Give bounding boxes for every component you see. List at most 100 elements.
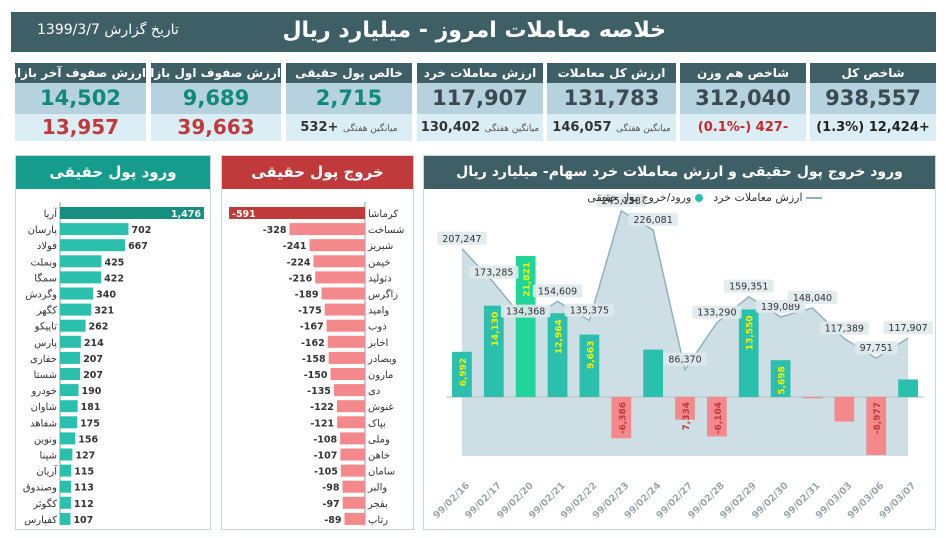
outflow-value-label: -591: [232, 209, 256, 220]
outflow-value-label: -216: [289, 273, 313, 284]
inflow-bar: [60, 464, 72, 477]
retail-value-label: 154,609: [538, 286, 577, 297]
inflow-bar: [60, 384, 79, 397]
kpi-equal-weight-index: شاخص هم وزن 312,040 -427 (-0.1%): [680, 63, 806, 141]
outflow-value-label: -162: [301, 338, 325, 349]
outflow-bar: [324, 303, 365, 316]
inflow-bar: [60, 239, 126, 252]
inflow-category-label: ونوین: [34, 434, 57, 445]
inflow-chart: آریا 1,476 پارسان 702 فولاد 667 وبملت 425 سمگا 42…: [23, 202, 204, 526]
inflow-value-label: 112: [74, 499, 94, 510]
net-flow-bar: [611, 397, 632, 439]
outflow-panel: کرماشا -591 شساخت -328 شبریز -241 خپمن -224 دتول…: [221, 155, 414, 530]
inflow-bar: [60, 255, 102, 268]
inflow-category-label: شپنا: [40, 451, 57, 462]
outflow-category-label: دتولید: [368, 273, 392, 284]
net-flow-bar: [675, 397, 695, 420]
inflow-bar: [60, 432, 76, 445]
inflow-bar: [60, 335, 81, 348]
outflow-value-label: -108: [313, 434, 337, 445]
retail-value-label-box: [564, 303, 615, 317]
kpi-sub-value: 39,663: [151, 114, 281, 141]
inflow-category-label: وگردش: [25, 289, 57, 301]
net-flow-value-label: 21,821: [523, 262, 533, 297]
inflow-bar: [60, 448, 73, 461]
outflow-bar: [326, 319, 365, 332]
retail-value-label-box: [692, 305, 742, 319]
inflow-bar: [60, 303, 92, 316]
inflow-category-label: کگهر: [36, 305, 58, 317]
outflow-bar: [340, 432, 365, 445]
retail-value-label-box: [854, 341, 898, 355]
inflow-value-label: 175: [80, 418, 100, 429]
inflow-value-label: 422: [104, 273, 124, 284]
retail-value-label-box: [469, 265, 519, 279]
outflow-category-label: رتاپ: [368, 515, 388, 526]
kpi-net-individual-money: خالص پول حقیقی 2,715 میانگین هفتگی +532: [286, 63, 412, 141]
inflow-category-label: سمگا: [34, 272, 57, 284]
inflow-bar: [60, 223, 129, 236]
outflow-category-label: بفجر: [367, 499, 388, 510]
outflow-value-label: -167: [300, 322, 324, 333]
inflow-title: ورود پول حقیقی: [16, 156, 210, 189]
inflow-category-label: وصندوق: [23, 483, 57, 494]
report-date: تاریخ گزارش 1399/3/7: [37, 22, 179, 38]
outflow-category-label: شساخت: [368, 225, 404, 236]
outflow-bar: [321, 287, 365, 300]
retail-value-label: 207,247: [442, 234, 481, 245]
inflow-category-label: آریان: [36, 465, 58, 478]
kpi-total-trade-value: ارزش کل معاملات 131,783 میانگین هفتگی 14…: [547, 63, 676, 141]
outflow-category-label: وبصادر: [367, 354, 397, 365]
net-flow-bar: [738, 309, 759, 397]
outflow-category-label: کرماشا: [368, 209, 398, 220]
retail-value-label: 86,370: [668, 355, 701, 366]
retail-value-area: [461, 210, 909, 456]
retail-value-label: 135,375: [570, 306, 609, 317]
inflow-bar: [60, 319, 86, 332]
inflow-category-label: پارسان: [28, 225, 58, 236]
legend-area-label: ارزش معاملات خرد: [713, 191, 803, 204]
outflow-value-label: -89: [324, 515, 341, 526]
page-header: خلاصه معاملات امروز - میلیارد ریال تاریخ…: [11, 12, 936, 52]
net-flow-bar: [515, 256, 536, 397]
inflow-category-label: فولاد: [37, 241, 57, 252]
retail-value-label: 173,285: [474, 268, 513, 279]
outflow-category-label: دی: [368, 386, 380, 397]
inflow-category-label: حفاری: [30, 354, 57, 365]
net-flow-bar: [643, 349, 664, 397]
retail-value-label-box: [724, 279, 774, 293]
outflow-category-label: سامان: [368, 467, 395, 478]
net-flow-bar: [898, 379, 918, 397]
inflow-bar: [60, 400, 78, 413]
outflow-category-label: والبر: [367, 483, 387, 494]
retail-value-label-box: [532, 284, 583, 298]
retail-value-label-box: [819, 321, 870, 335]
net-flow-value-label: 5,698: [778, 366, 788, 394]
outflow-value-label: -150: [304, 370, 328, 381]
outflow-value-label: -97: [323, 499, 340, 510]
legend-bar-label: ورود/خروج پول حقیقی: [587, 191, 692, 204]
net-flow-bar: [452, 351, 472, 397]
outflow-bar: [330, 368, 365, 380]
kpi-value: 9,689: [151, 83, 281, 114]
retail-value-label: 245,158: [602, 196, 641, 207]
inflow-value-label: 262: [89, 322, 109, 333]
retail-value-label: 97,751: [860, 343, 893, 354]
kpi-value: 131,783: [547, 83, 676, 114]
outflow-bar: [337, 416, 365, 429]
outflow-bar: [309, 239, 365, 252]
inflow-value-label: 214: [84, 338, 104, 349]
net-flow-bar: [834, 397, 855, 422]
outflow-bar: [289, 223, 365, 236]
combo-title: ورود خروج پول حقیقی و ارزش معاملات خرد س…: [424, 156, 935, 189]
inflow-category-label: آریا: [44, 207, 59, 220]
outflow-title: خروج پول حقیقی: [222, 156, 413, 189]
outflow-value-label: -189: [295, 290, 319, 301]
kpi-sell-queue-value: ارزش صفوف آخر بازار 14,502 13,957: [15, 63, 146, 141]
inflow-category-label: پارس: [34, 338, 57, 349]
outflow-value-label: -98: [322, 483, 340, 494]
kpi-value: 14,502: [15, 83, 146, 114]
inflow-value-label: 190: [82, 386, 102, 397]
outflow-bar: [327, 335, 365, 348]
inflow-value-label: 113: [74, 483, 94, 494]
